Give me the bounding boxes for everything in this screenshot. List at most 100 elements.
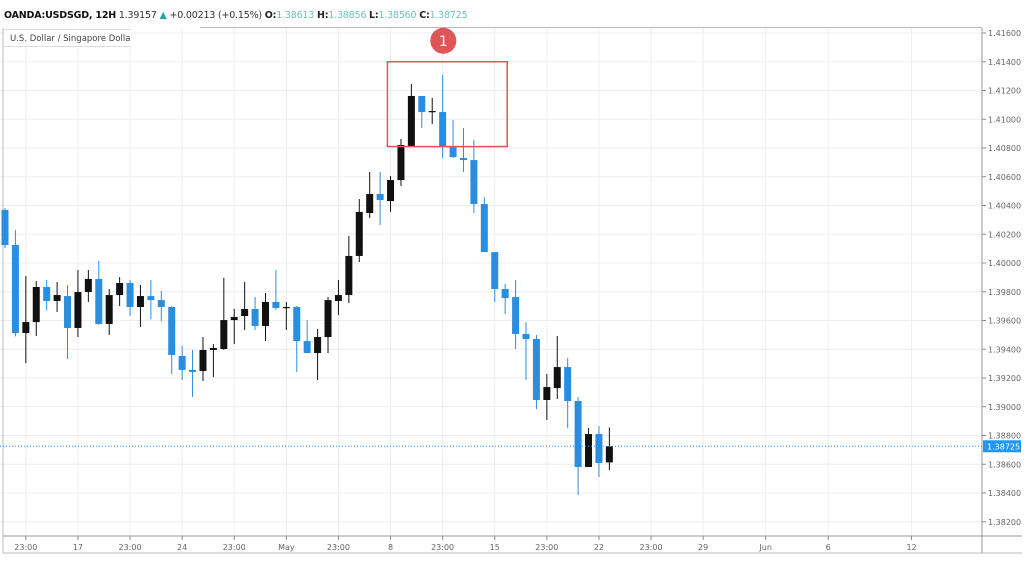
- open-value: 1.38613: [276, 10, 315, 21]
- high-label: H:: [316, 10, 329, 21]
- symbol-header: OANDA:USDSGD, 12H 1.39157 ▲ +0.00213 (+0…: [4, 10, 468, 21]
- annotation-marker: [430, 27, 457, 54]
- y-tick-label: 1.41200: [988, 87, 1021, 96]
- x-tick-label: 17: [73, 543, 83, 552]
- x-tick-label: 6: [826, 543, 831, 552]
- candle-body-up: [209, 347, 217, 350]
- candle-body-up: [553, 367, 561, 389]
- candle-body-up: [324, 300, 332, 338]
- candle-body-down: [168, 306, 176, 355]
- candle-body-down: [564, 367, 572, 401]
- candle-body-up: [74, 292, 82, 328]
- candle-body-up: [345, 255, 353, 296]
- candle-body-down: [178, 356, 186, 370]
- high-value: 1.38856: [328, 10, 367, 21]
- candle-body-down: [418, 95, 426, 113]
- candle-body-down: [303, 341, 311, 353]
- y-tick-label: 1.38800: [988, 432, 1021, 441]
- candle-body-down: [43, 287, 51, 301]
- candle-body-down: [501, 289, 509, 299]
- candle-body-down: [293, 306, 301, 342]
- y-tick-label: 1.40000: [988, 259, 1021, 268]
- candle-body-up: [32, 287, 40, 323]
- last-price-badge: [983, 440, 1021, 453]
- y-tick-label: 1.38600: [988, 460, 1021, 469]
- candle-body-up: [366, 194, 374, 213]
- x-tick-label: 23:00: [223, 543, 246, 552]
- candle-body-up: [282, 306, 290, 309]
- open-label: O:: [264, 10, 277, 21]
- candle-body-down: [251, 309, 259, 326]
- candle-body-up: [262, 301, 269, 326]
- candle-body-up: [355, 211, 363, 256]
- candle-body-down: [459, 158, 467, 161]
- y-tick-label: 1.39200: [988, 374, 1021, 383]
- candle-body-up: [334, 295, 342, 301]
- close-label: C:: [419, 10, 430, 21]
- price-change: +0.00213 (+0.15%): [169, 10, 262, 21]
- low-value: 1.38560: [378, 10, 417, 21]
- candle-body-down: [272, 301, 280, 308]
- candle-body-down: [95, 278, 103, 324]
- x-tick-label: 15: [490, 543, 500, 552]
- candle-body-up: [605, 446, 613, 463]
- candle-body-up: [230, 317, 238, 321]
- annotation-box: [386, 61, 508, 148]
- candle-body-down: [157, 300, 165, 307]
- candle-body-up: [314, 337, 322, 353]
- y-tick-label: 1.39000: [988, 403, 1021, 412]
- candle-body-down: [574, 401, 582, 467]
- candle-body-down: [189, 369, 197, 372]
- candle-body-up: [543, 387, 551, 400]
- x-tick-label: 24: [177, 543, 187, 552]
- candle-body-up: [116, 282, 124, 296]
- y-tick-label: 1.40600: [988, 173, 1021, 182]
- candle-body-up: [387, 180, 395, 202]
- candle-body-down: [126, 282, 134, 307]
- y-tick-label: 1.38200: [988, 518, 1021, 527]
- candle-body-down: [532, 339, 540, 400]
- annotation-marker-label: 1: [439, 34, 448, 50]
- y-tick-label: 1.39400: [988, 345, 1021, 354]
- x-tick-label: 23:00: [535, 543, 558, 552]
- x-tick-label: 23:00: [14, 543, 37, 552]
- last-price: 1.39157: [118, 10, 157, 21]
- candle-body-down: [11, 245, 19, 334]
- y-tick-label: 1.39800: [988, 288, 1021, 297]
- triangle-up-icon: ▲: [159, 10, 167, 21]
- candle-body-down: [147, 296, 155, 301]
- y-tick-label: 1.40200: [988, 230, 1021, 239]
- chart-top-border: [200, 27, 982, 28]
- y-tick-label: 1.38400: [988, 489, 1021, 498]
- y-tick-label: 1.41400: [988, 58, 1021, 67]
- close-value: 1.38725: [429, 10, 468, 21]
- candle-body-up: [105, 295, 113, 324]
- candle-body-down: [376, 194, 384, 201]
- x-tick-label: 29: [698, 543, 708, 552]
- candle-body-up: [22, 322, 30, 334]
- series-legend: U.S. Dollar / Singapore Dollar, 12H: [3, 29, 131, 47]
- x-tick-label: May: [278, 543, 295, 552]
- candle-body-up: [53, 295, 61, 301]
- candle-body-down: [480, 204, 488, 253]
- candle-body-down: [64, 296, 72, 328]
- candle-body-down: [1, 209, 9, 246]
- candle-body-down: [595, 434, 603, 463]
- candle-body-up: [585, 434, 593, 467]
- candle-body-up: [407, 95, 415, 146]
- candle-body-down: [522, 334, 530, 340]
- x-tick-label: 22: [594, 543, 604, 552]
- candle-body-down: [512, 297, 520, 335]
- candle-body-down: [491, 252, 499, 290]
- candle-body-up: [136, 296, 144, 307]
- candle-body-down: [439, 112, 447, 147]
- x-tick-label: Jun: [758, 543, 772, 552]
- y-tick-label: 1.41600: [988, 29, 1021, 38]
- candle-body-up: [199, 349, 207, 371]
- y-tick-label: 1.41000: [988, 115, 1021, 124]
- x-tick-label: 8: [388, 543, 393, 552]
- x-tick-label: 23:00: [431, 543, 454, 552]
- x-tick-label: 12: [906, 543, 916, 552]
- low-label: L:: [369, 10, 379, 21]
